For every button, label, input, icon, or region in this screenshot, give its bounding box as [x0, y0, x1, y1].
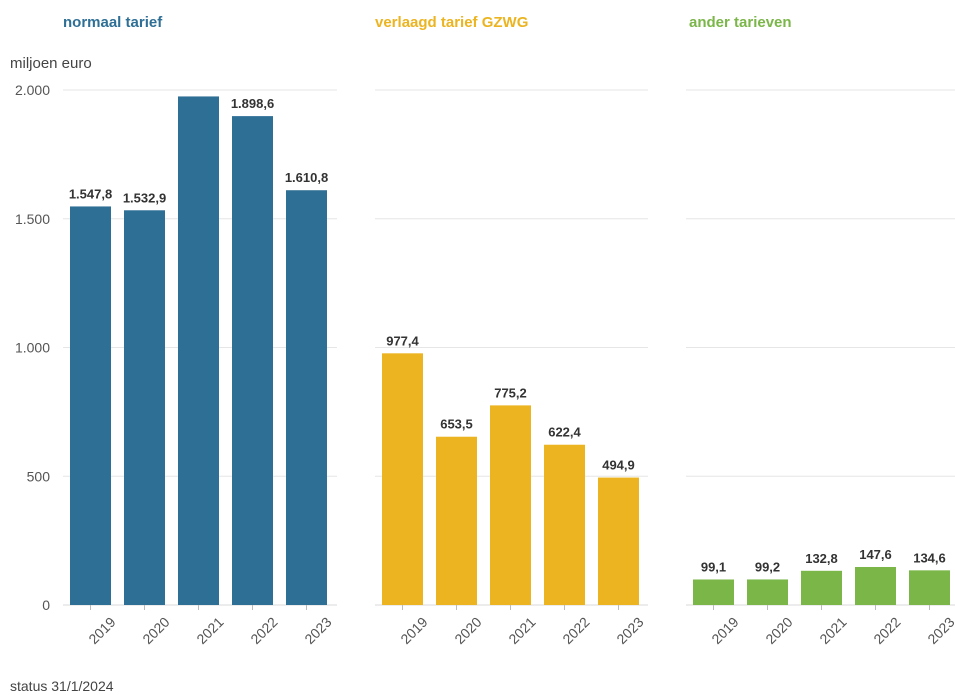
bar-2020 — [436, 436, 477, 605]
bar-2023 — [598, 477, 639, 605]
bar-2022 — [232, 116, 273, 605]
value-label: 622,4 — [548, 425, 581, 440]
value-label: 147,6 — [859, 547, 892, 562]
bar-2021 — [490, 405, 531, 605]
panel-title: ander tarieven — [689, 14, 792, 31]
panel-title: verlaagd tarief GZWG — [375, 14, 528, 31]
y-tick-label: 0 — [42, 597, 50, 613]
bar-2020 — [124, 210, 165, 605]
value-label: 977,4 — [386, 333, 419, 348]
value-label: 132,8 — [805, 551, 838, 566]
bar-2022 — [544, 444, 585, 605]
bar-2022 — [855, 566, 896, 605]
panel-title: normaal tarief — [63, 14, 163, 31]
y-unit-label: miljoen euro — [10, 55, 92, 72]
y-tick-label: 1.000 — [15, 340, 50, 356]
x-tick-label: 2021 — [816, 614, 849, 647]
x-tick-label: 2020 — [451, 614, 484, 647]
x-tick-label: 2023 — [301, 614, 334, 647]
value-label: 653,5 — [440, 417, 473, 432]
bar-2021 — [801, 570, 842, 605]
bar-2020 — [747, 579, 788, 605]
bar-2019 — [70, 206, 111, 605]
value-label: 99,2 — [755, 559, 780, 574]
value-label: 1.898,6 — [231, 96, 274, 111]
value-label: 775,2 — [494, 385, 527, 400]
x-tick-label: 2023 — [924, 614, 955, 647]
value-label: 1.610,8 — [285, 170, 328, 185]
x-tick-label: 2020 — [139, 614, 172, 647]
status-footer: status 31/1/2024 — [10, 678, 114, 694]
x-tick-label: 2019 — [397, 614, 430, 647]
bar-2021 — [178, 96, 219, 605]
x-tick-label: 2019 — [708, 614, 741, 647]
bar-2023 — [909, 570, 950, 605]
y-tick-label: 2.000 — [15, 82, 50, 98]
bar-2019 — [382, 353, 423, 605]
value-label: 1.532,9 — [123, 190, 166, 205]
value-label: 99,1 — [701, 559, 726, 574]
value-label: 134,6 — [913, 550, 946, 565]
chart-panels: normaal tarief 0 500 1.000 1.500 2.000 1.547,8… — [15, 14, 955, 647]
x-tick-label: 2021 — [193, 614, 226, 647]
value-label: 1.547,8 — [69, 186, 112, 201]
x-tick-label: 2023 — [613, 614, 646, 647]
x-tick-label: 2019 — [85, 614, 118, 647]
x-tick-label: 2021 — [505, 614, 538, 647]
bar-2019 — [693, 579, 734, 605]
x-tick-label: 2022 — [870, 614, 903, 647]
y-tick-label: 500 — [27, 468, 51, 484]
bar-2023 — [286, 190, 327, 605]
x-tick-label: 2022 — [559, 614, 592, 647]
x-tick-label: 2022 — [247, 614, 280, 647]
value-label: 494,9 — [602, 458, 635, 473]
y-tick-label: 1.500 — [15, 211, 50, 227]
x-tick-label: 2020 — [762, 614, 795, 647]
